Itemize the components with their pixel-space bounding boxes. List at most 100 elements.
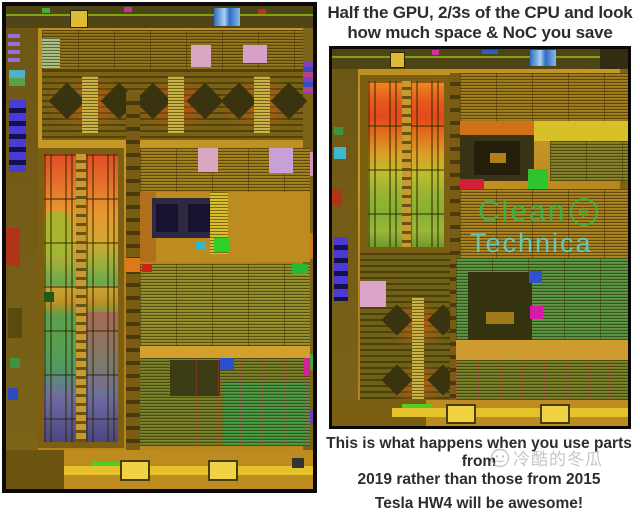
left-die-surface xyxy=(6,6,313,489)
dark-macro-block xyxy=(460,135,534,181)
die-detail xyxy=(92,462,144,466)
die-detail xyxy=(64,466,313,475)
left-die-photo xyxy=(2,2,317,493)
die-detail xyxy=(254,76,270,134)
caption-line2: 2019 rather than those from 2015 xyxy=(357,471,601,488)
caption-line1: This is what happens when you use parts … xyxy=(326,435,632,470)
die-detail xyxy=(530,50,556,66)
die-detail xyxy=(188,204,210,232)
headline: Half the GPU, 2/3s of the CPU and look h… xyxy=(320,3,640,42)
die-detail xyxy=(156,204,178,232)
gpu-shader-array xyxy=(44,154,118,442)
die-detail xyxy=(42,38,60,68)
npu-sram-array-1 xyxy=(140,264,310,346)
io-pad-band xyxy=(6,450,313,489)
headline-line1: Half the GPU, 2/3s of the CPU and look xyxy=(327,3,633,22)
die-detail xyxy=(460,121,534,135)
die-detail xyxy=(304,358,310,376)
die-detail xyxy=(10,358,20,368)
die-detail xyxy=(456,340,628,360)
die-detail xyxy=(360,281,386,307)
die-detail xyxy=(258,9,266,14)
die-detail xyxy=(432,50,439,55)
die-detail xyxy=(292,458,304,468)
die-detail xyxy=(332,189,342,205)
cpu-cluster xyxy=(360,253,459,409)
dark-macro-block xyxy=(152,198,214,238)
die-detail xyxy=(198,148,218,172)
cleantechnica-word2: Technica xyxy=(470,228,593,258)
npu-sram-array-2 xyxy=(456,360,628,400)
die-detail xyxy=(70,10,88,28)
die-detail xyxy=(269,148,293,173)
die-detail xyxy=(534,121,628,141)
die-detail xyxy=(196,358,310,446)
cpu-cluster-band xyxy=(42,70,308,140)
bond-pad xyxy=(208,460,238,481)
right-die-photo: Clean ✻ Technica xyxy=(329,46,631,429)
sram-array-watermark xyxy=(460,189,628,258)
io-column-left xyxy=(332,69,358,426)
die-detail xyxy=(76,154,86,442)
die-detail xyxy=(528,169,548,189)
die-detail xyxy=(214,238,230,252)
dark-macro-block xyxy=(170,360,220,396)
die-detail xyxy=(44,292,54,303)
die-detail xyxy=(6,14,313,16)
die-detail xyxy=(334,127,343,135)
noc-spine xyxy=(450,73,460,400)
uploader-watermark-text: 冷酷的冬瓜 xyxy=(513,450,603,469)
die-detail xyxy=(214,8,240,26)
die-detail xyxy=(82,76,98,134)
die-detail xyxy=(402,81,411,247)
cleantechnica-logo-icon: ✻ xyxy=(570,198,599,226)
cleantechnica-watermark: Clean ✻ Technica xyxy=(470,197,628,257)
die-detail xyxy=(334,147,346,159)
die-detail xyxy=(220,358,234,370)
gpu-block xyxy=(360,75,450,253)
die-detail xyxy=(42,8,50,13)
pad-array xyxy=(334,237,348,301)
die-top-strip xyxy=(6,6,313,28)
uploader-watermark: 冷酷的冬瓜 xyxy=(490,445,640,470)
die-detail xyxy=(224,382,310,446)
sram-array-mid xyxy=(550,141,628,181)
die-detail xyxy=(490,153,506,163)
bond-pad xyxy=(120,460,150,481)
die-detail xyxy=(124,7,132,12)
die-detail xyxy=(456,360,628,400)
right-die-surface: Clean ✻ Technica xyxy=(332,49,628,426)
cleantechnica-word1: Clean xyxy=(478,195,567,228)
die-detail xyxy=(8,34,20,66)
die-detail xyxy=(142,264,152,272)
gpu-block xyxy=(38,148,124,448)
melon-face-icon xyxy=(490,448,510,467)
npu-logic-zone xyxy=(140,192,310,262)
die-detail xyxy=(530,306,543,319)
headline-line2: how much space & NoC you save xyxy=(347,22,613,42)
cpu-sram-array xyxy=(42,30,303,70)
sram-array-wide xyxy=(140,148,310,192)
die-detail xyxy=(9,70,25,86)
gpu-shader-array xyxy=(368,81,444,247)
npu-sram-array-2 xyxy=(140,358,310,446)
die-detail xyxy=(332,56,628,58)
die-detail xyxy=(191,45,211,67)
cleantechnica-word1-row: Clean ✻ xyxy=(478,197,628,227)
die-detail xyxy=(196,242,206,250)
pad-array xyxy=(9,100,26,172)
die-detail xyxy=(8,388,18,400)
die-detail xyxy=(529,271,542,283)
noc-spine xyxy=(126,92,140,450)
die-detail xyxy=(126,258,140,272)
bond-pad xyxy=(540,404,570,424)
die-detail xyxy=(168,76,184,134)
die-top-strip xyxy=(332,49,628,69)
sram-array-top xyxy=(460,73,628,121)
die-detail xyxy=(600,49,628,69)
die-detail xyxy=(303,62,313,94)
die-detail xyxy=(8,308,22,338)
die-detail xyxy=(482,50,498,54)
io-pad-band xyxy=(332,400,628,426)
